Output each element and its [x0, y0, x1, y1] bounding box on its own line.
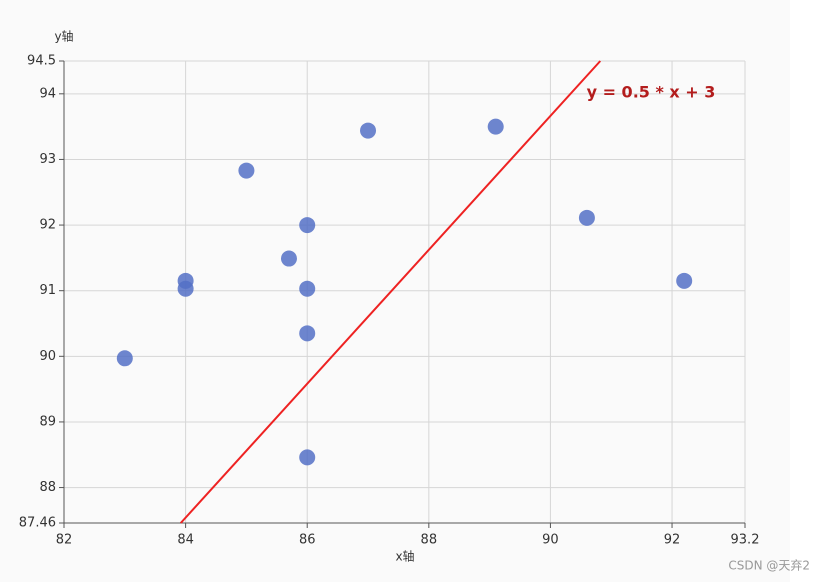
y-tick-label: 89 — [39, 414, 56, 429]
x-tick-label: 84 — [177, 533, 194, 548]
scatter-point — [299, 280, 316, 297]
x-tick-label: 88 — [421, 533, 438, 548]
scatter-point — [280, 250, 297, 267]
x-tick-label: 90 — [542, 533, 559, 548]
x-tick-label: 86 — [299, 533, 316, 548]
x-axis-label: x轴 — [395, 549, 414, 564]
x-tick-label: 82 — [56, 533, 73, 548]
scatter-point — [578, 209, 595, 226]
y-tick-label: 93 — [39, 152, 56, 167]
x-tick-label: 93.2 — [731, 533, 760, 548]
scatter-point — [360, 122, 377, 139]
y-tick-label: 92 — [39, 218, 56, 233]
reference-line — [180, 60, 602, 524]
scatter-point — [487, 118, 504, 135]
y-tick-label: 94 — [39, 86, 56, 101]
x-tick-label: 92 — [664, 533, 681, 548]
line-label: y = 0.5 * x + 3 — [587, 83, 716, 102]
y-tick-label: 87.46 — [19, 516, 56, 531]
scatter-point — [238, 162, 255, 179]
y-tick-label: 88 — [39, 480, 56, 495]
y-tick-label: 91 — [39, 283, 56, 298]
scatter-point — [299, 217, 316, 234]
scatter-point — [177, 280, 194, 297]
y-tick-label: 94.5 — [27, 54, 56, 69]
y-tick-label: 90 — [39, 349, 56, 364]
scatter-point — [299, 449, 316, 466]
watermark: CSDN @天弃2 — [728, 558, 810, 573]
scatter-point — [116, 350, 133, 367]
scatter-point — [299, 325, 316, 342]
scatter-point — [676, 272, 693, 289]
y-axis-label: y轴 — [54, 29, 73, 44]
